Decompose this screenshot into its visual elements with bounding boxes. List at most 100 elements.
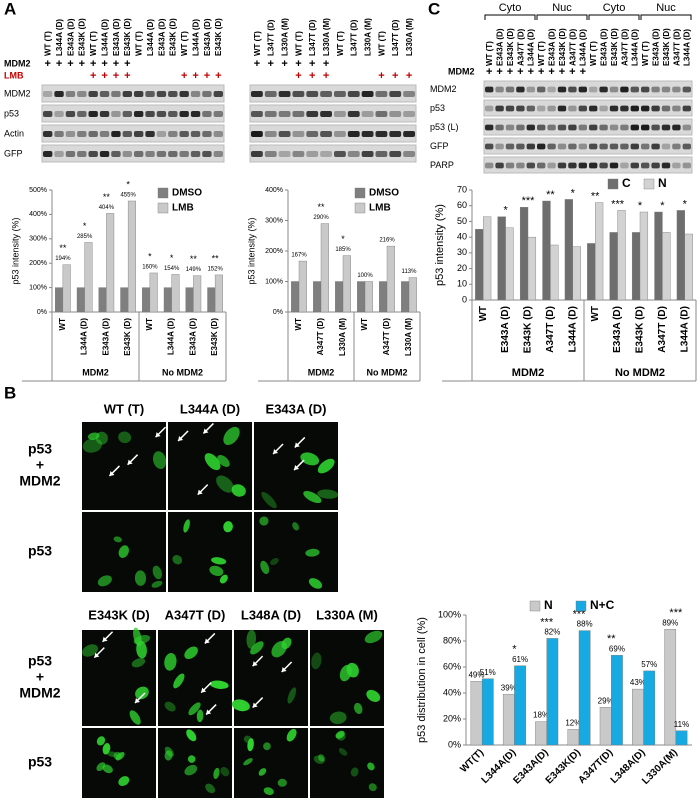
cell-nucleus	[367, 762, 375, 771]
value-label: 51%	[480, 668, 496, 677]
plus-sign: +	[580, 66, 586, 78]
blot-band	[306, 131, 319, 137]
bar	[502, 694, 515, 746]
value-label: 285%	[77, 234, 93, 240]
cell-nucleus	[220, 766, 230, 777]
fraction-label: Cyto	[499, 2, 522, 14]
bar	[357, 281, 366, 313]
cell-nucleus	[313, 755, 325, 764]
cell-nucleus	[243, 758, 253, 766]
blot-band	[505, 162, 515, 169]
x-tick-label: A347T (D)	[657, 306, 668, 353]
x-tick-label: A347T (D)	[382, 318, 391, 356]
blot-band	[609, 124, 619, 131]
blot-band	[568, 86, 577, 93]
blot-band	[43, 131, 53, 137]
blot-band	[213, 91, 223, 97]
lane-label: WT (T)	[377, 31, 386, 56]
blot-band	[168, 151, 178, 157]
value-label: 149%	[186, 267, 202, 273]
significance: ***	[573, 609, 587, 621]
y-tick-label: 300%	[265, 217, 283, 224]
cell-nucleus	[338, 747, 348, 756]
significance: ***	[611, 198, 625, 210]
column-label: E343K (D)	[88, 607, 149, 622]
group-label: MDM2	[82, 367, 109, 377]
arrow-head	[201, 687, 207, 693]
blot-band	[609, 105, 619, 112]
value-label: 88%	[577, 620, 593, 629]
lane-label: A347T (D)	[568, 28, 577, 66]
arrow-head	[127, 459, 133, 465]
blot-band	[145, 131, 155, 137]
blot-band	[620, 124, 629, 131]
y-tick-label: 60	[457, 200, 467, 210]
blot-band	[334, 91, 346, 97]
lane-label: A347T (D)	[516, 28, 525, 66]
cell-nucleus	[366, 689, 381, 702]
legend-label: DMSO	[369, 188, 399, 199]
lane-label: E343A (D)	[600, 28, 609, 66]
value-label: 69%	[609, 644, 625, 653]
blot-band	[641, 143, 650, 150]
plus-sign: +	[192, 70, 198, 82]
blot-band	[347, 151, 360, 157]
bar	[676, 210, 686, 301]
blot-band	[202, 131, 212, 137]
plus-sign: +	[124, 70, 130, 82]
bar	[567, 729, 580, 746]
blot-band	[134, 91, 144, 97]
bar	[127, 200, 136, 313]
blot-band	[578, 105, 587, 112]
significance: *	[683, 198, 688, 210]
plus-sign: +	[309, 58, 315, 70]
cell-nucleus	[164, 701, 176, 712]
significance: *	[512, 644, 517, 656]
blot-band	[630, 124, 639, 131]
lane-label: E343K (D)	[610, 28, 619, 66]
arrow-head	[197, 489, 203, 495]
blot-band	[505, 86, 515, 93]
blot-band	[485, 143, 494, 150]
row-label: MDM2	[4, 58, 31, 68]
y-tick-label: 0	[462, 294, 467, 304]
plus-sign: +	[281, 58, 287, 70]
blot-strip	[41, 104, 225, 123]
column-label: WT (T)	[104, 401, 144, 416]
value-label: 113%	[402, 269, 418, 275]
plus-sign: +	[90, 58, 96, 70]
lane-label: L344A (D)	[146, 19, 155, 56]
value-label: 100%	[357, 273, 373, 279]
blot-band	[516, 162, 525, 169]
blot-band	[672, 162, 681, 169]
blot-band	[251, 91, 263, 97]
lane-label: A347T (D)	[620, 28, 629, 66]
blot-band	[43, 91, 53, 97]
row-label: MDM2	[19, 685, 60, 701]
blot-band	[599, 86, 608, 93]
blot-band	[630, 143, 639, 150]
x-tick-label: WT	[360, 318, 369, 331]
value-label: 43%	[630, 678, 646, 687]
bar	[609, 232, 618, 301]
cell-nucleus	[187, 755, 196, 763]
row-label: Actin	[4, 128, 24, 138]
arrow-head	[206, 709, 212, 715]
arrow-head	[134, 697, 140, 703]
blot-band	[589, 143, 598, 150]
bar	[185, 287, 194, 313]
bar	[599, 707, 612, 746]
bar	[335, 281, 344, 313]
panel-label: B	[4, 383, 16, 402]
blot-band	[292, 111, 305, 117]
bar	[587, 243, 596, 301]
blot-band	[620, 86, 629, 93]
fraction-label: Nuc	[552, 2, 572, 14]
x-tick-label: E343K (D)	[523, 306, 534, 353]
significance: **	[591, 190, 600, 202]
cell-nucleus	[204, 453, 221, 471]
blot-band	[278, 151, 291, 157]
blot-band	[651, 162, 660, 169]
arrow-head	[178, 435, 184, 441]
plus-sign: +	[496, 66, 502, 78]
